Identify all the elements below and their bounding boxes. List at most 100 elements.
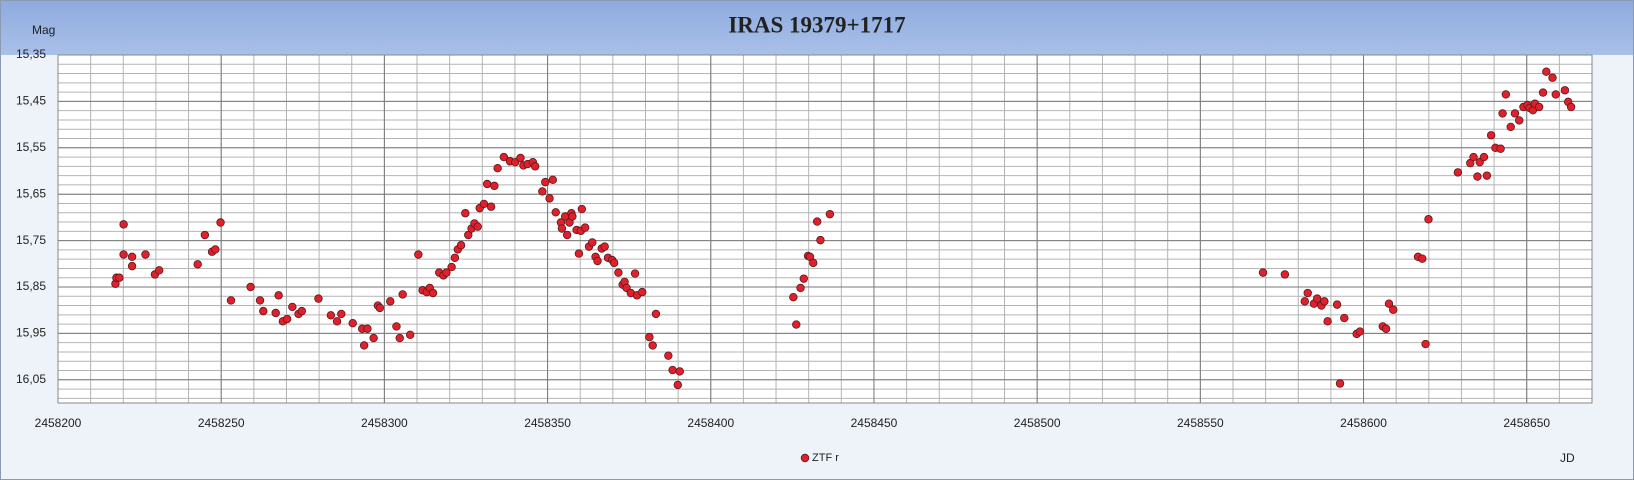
data-point — [119, 220, 128, 229]
data-point — [609, 258, 619, 268]
data-point — [461, 209, 470, 218]
data-point — [1479, 152, 1489, 162]
data-point — [447, 262, 456, 272]
data-point — [482, 179, 492, 189]
y-tick-label: 15,95 — [16, 326, 46, 340]
data-point — [386, 297, 395, 306]
data-point — [369, 333, 378, 343]
data-point — [473, 222, 482, 231]
y-tick-label: 15,75 — [16, 233, 46, 247]
data-point — [375, 303, 385, 313]
data-point — [574, 249, 584, 258]
data-point — [1389, 305, 1398, 314]
data-point — [450, 253, 460, 262]
data-point — [1501, 90, 1511, 99]
data-point — [1542, 67, 1551, 76]
data-point — [428, 288, 438, 298]
data-point — [630, 269, 640, 278]
x-tick-label: 2458400 — [687, 416, 734, 430]
data-point — [638, 287, 647, 297]
data-point — [1335, 379, 1345, 388]
data-point — [593, 256, 602, 266]
data-point — [1510, 109, 1520, 118]
data-point — [1473, 172, 1482, 181]
data-point — [1534, 102, 1544, 112]
data-point — [359, 341, 369, 350]
data-point — [789, 293, 798, 302]
plot-border — [57, 54, 1593, 404]
data-point — [1381, 324, 1391, 333]
data-point — [825, 209, 835, 219]
x-tick-label: 2458200 — [35, 416, 82, 430]
data-point — [1312, 294, 1322, 303]
y-tick-label: 15,65 — [16, 186, 46, 200]
data-point — [577, 204, 587, 214]
data-point — [405, 330, 415, 339]
data-point — [1300, 297, 1309, 306]
data-point — [1453, 168, 1463, 177]
data-point — [551, 208, 560, 217]
data-point — [1506, 122, 1515, 132]
data-point — [557, 224, 567, 233]
data-point — [442, 268, 451, 277]
data-point — [464, 230, 473, 240]
data-point — [200, 230, 210, 240]
data-point — [1560, 86, 1570, 95]
plot-area — [58, 55, 1592, 403]
data-point — [668, 365, 677, 375]
data-point — [1320, 297, 1329, 306]
data-point — [398, 290, 407, 299]
data-point — [1566, 102, 1576, 112]
data-point — [499, 152, 509, 162]
data-point — [193, 260, 202, 269]
x-tick-label: 2458650 — [1503, 416, 1550, 430]
data-point — [1303, 288, 1312, 298]
data-point — [1332, 300, 1342, 309]
y-tick-label: 15,45 — [16, 94, 46, 108]
data-point — [127, 261, 137, 271]
data-point — [363, 324, 372, 333]
legend-label: ZTF r — [812, 452, 839, 464]
data-point — [1258, 268, 1268, 277]
data-point — [796, 283, 805, 293]
data-point — [568, 212, 577, 221]
data-point — [516, 153, 525, 163]
data-point — [1486, 131, 1496, 140]
data-point — [297, 306, 307, 316]
x-tick-label: 2458500 — [1014, 416, 1061, 430]
data-point — [119, 250, 128, 259]
data-point — [1538, 88, 1548, 97]
data-point — [259, 306, 268, 316]
data-point — [1498, 109, 1507, 118]
data-point — [282, 314, 292, 324]
data-point — [816, 235, 825, 245]
data-point — [562, 230, 572, 240]
x-tick-label: 2458350 — [524, 416, 571, 430]
data-point — [1323, 317, 1332, 326]
data-point — [1482, 171, 1492, 180]
data-point — [1551, 90, 1560, 99]
data-point — [1355, 327, 1365, 336]
data-point — [799, 274, 808, 283]
data-point — [600, 242, 609, 251]
title-band — [1, 1, 1633, 55]
data-point — [545, 194, 554, 203]
x-axis-title: JD — [1560, 451, 1575, 465]
data-point — [271, 308, 280, 318]
data-point — [216, 218, 225, 227]
data-point — [274, 291, 283, 300]
x-tick-label: 2458450 — [851, 416, 898, 430]
data-point — [812, 217, 822, 226]
data-point — [1280, 270, 1290, 279]
data-point — [1548, 73, 1557, 82]
data-point — [1424, 215, 1433, 224]
data-point — [614, 268, 623, 277]
x-tick-label: 2458550 — [1177, 416, 1224, 430]
data-point — [1340, 313, 1349, 323]
data-point — [580, 223, 590, 232]
data-point — [792, 320, 801, 329]
y-tick-label: 15,55 — [16, 140, 46, 154]
data-point — [548, 175, 557, 185]
